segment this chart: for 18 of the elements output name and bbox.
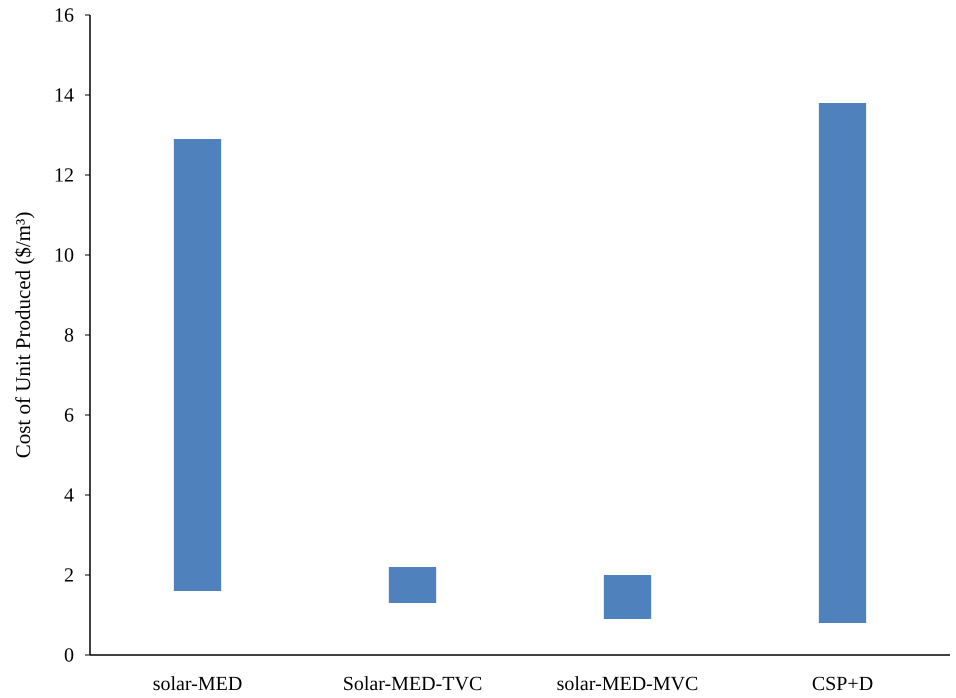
bar	[388, 567, 436, 603]
y-tick-label: 8	[64, 324, 74, 346]
x-tick-label: solar-MED-MVC	[556, 673, 698, 695]
x-tick-label: Solar-MED-TVC	[342, 673, 482, 695]
y-tick-label: 14	[54, 84, 74, 106]
y-tick-label: 0	[64, 644, 74, 666]
y-tick-label: 16	[54, 4, 74, 26]
y-tick-label: 12	[54, 164, 74, 186]
bar	[174, 139, 222, 591]
y-tick-label: 6	[64, 404, 74, 426]
x-tick-label: CSP+D	[812, 673, 874, 695]
y-tick-label: 4	[64, 484, 74, 506]
y-axis-title: Cost of Unit Produced ($/m³)	[11, 212, 35, 458]
y-tick-label: 10	[54, 244, 74, 266]
bar	[818, 103, 866, 623]
y-tick-label: 2	[64, 564, 74, 586]
x-tick-label: solar-MED	[152, 673, 242, 695]
bar	[604, 575, 652, 619]
